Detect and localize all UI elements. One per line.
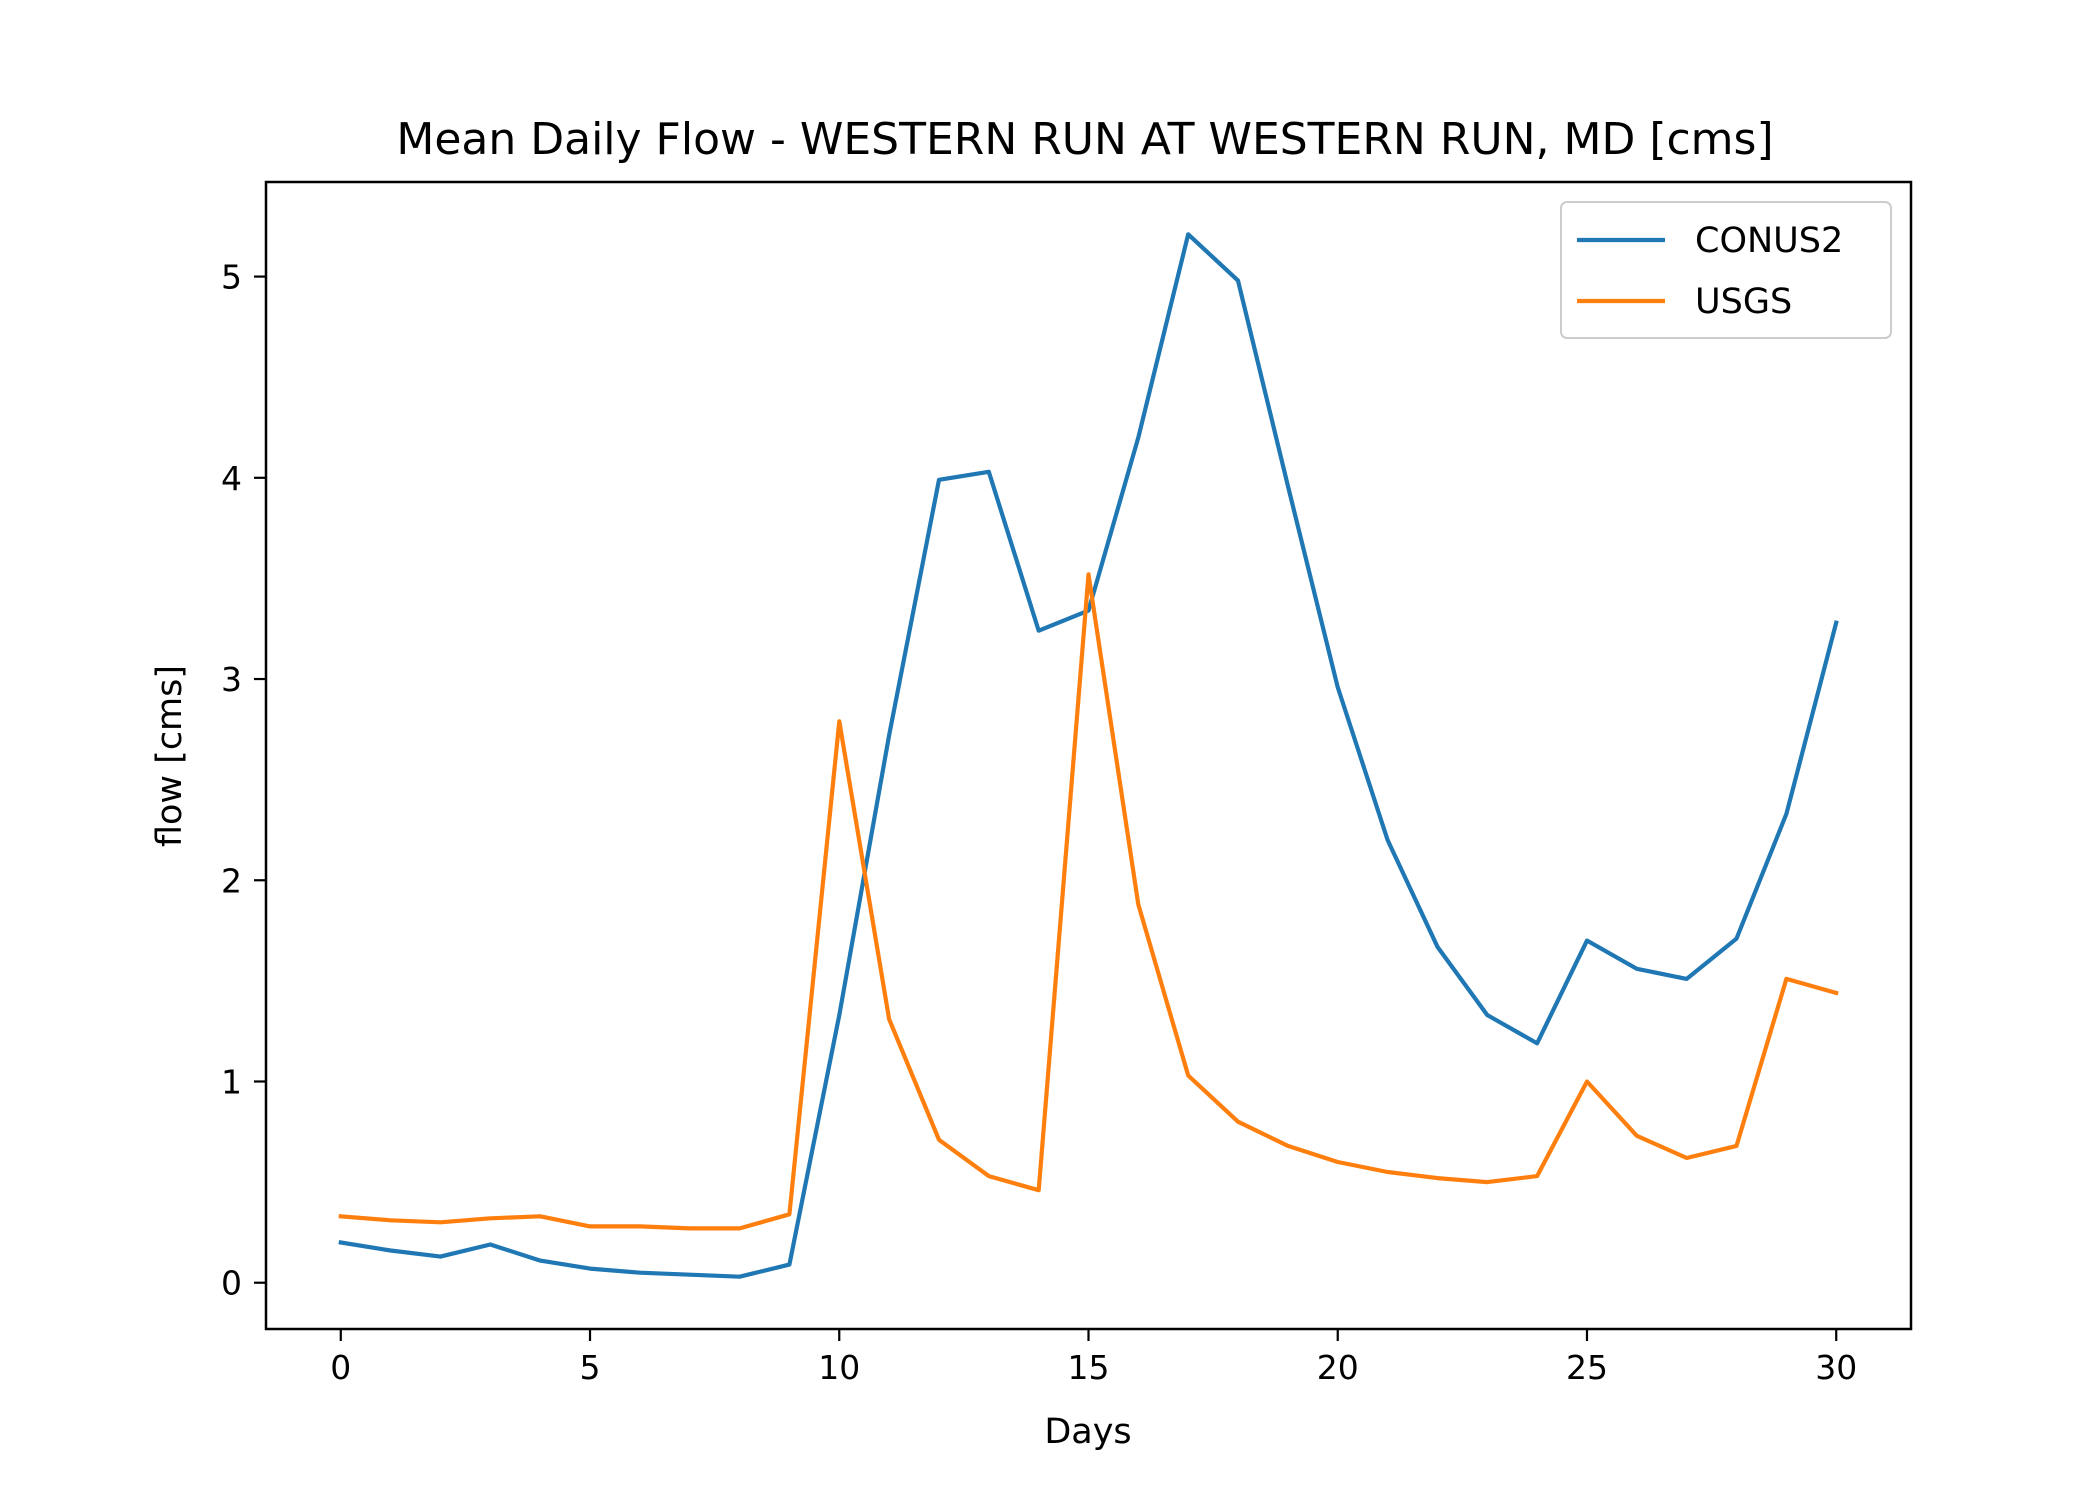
- x-tick-label: 5: [580, 1348, 601, 1387]
- y-tick-label: 4: [221, 459, 242, 498]
- x-tick-label: 25: [1566, 1348, 1608, 1387]
- x-axis-label: Days: [1044, 1412, 1131, 1452]
- y-axis-label: flow [cms]: [150, 665, 190, 847]
- plot-lines: [338, 232, 1839, 1279]
- y-tick-label: 2: [221, 861, 242, 900]
- legend-label: CONUS2: [1695, 221, 1843, 261]
- chart-title: Mean Daily Flow - WESTERN RUN AT WESTERN…: [396, 114, 1773, 165]
- legend: CONUS2 USGS: [1560, 201, 1892, 339]
- x-tick-label: 15: [1068, 1348, 1110, 1387]
- x-axis: 0 5 10 15 20 25 30: [330, 1329, 1857, 1387]
- y-tick-label: 1: [221, 1062, 242, 1101]
- x-tick-label: 30: [1815, 1348, 1857, 1387]
- series-line-1: [338, 232, 1839, 1279]
- y-tick-label: 5: [221, 258, 242, 297]
- legend-box: [1560, 201, 1892, 339]
- x-tick-label: 10: [818, 1348, 860, 1387]
- series-line-2: [338, 572, 1839, 1231]
- x-tick-label: 0: [330, 1348, 351, 1387]
- y-tick-label: 0: [221, 1264, 242, 1303]
- plot-frame: [264, 180, 1913, 1331]
- legend-label: USGS: [1695, 282, 1792, 322]
- y-tick-label: 3: [221, 660, 242, 699]
- x-tick-label: 20: [1317, 1348, 1359, 1387]
- y-axis: 0 1 2 3 4 5: [221, 258, 266, 1303]
